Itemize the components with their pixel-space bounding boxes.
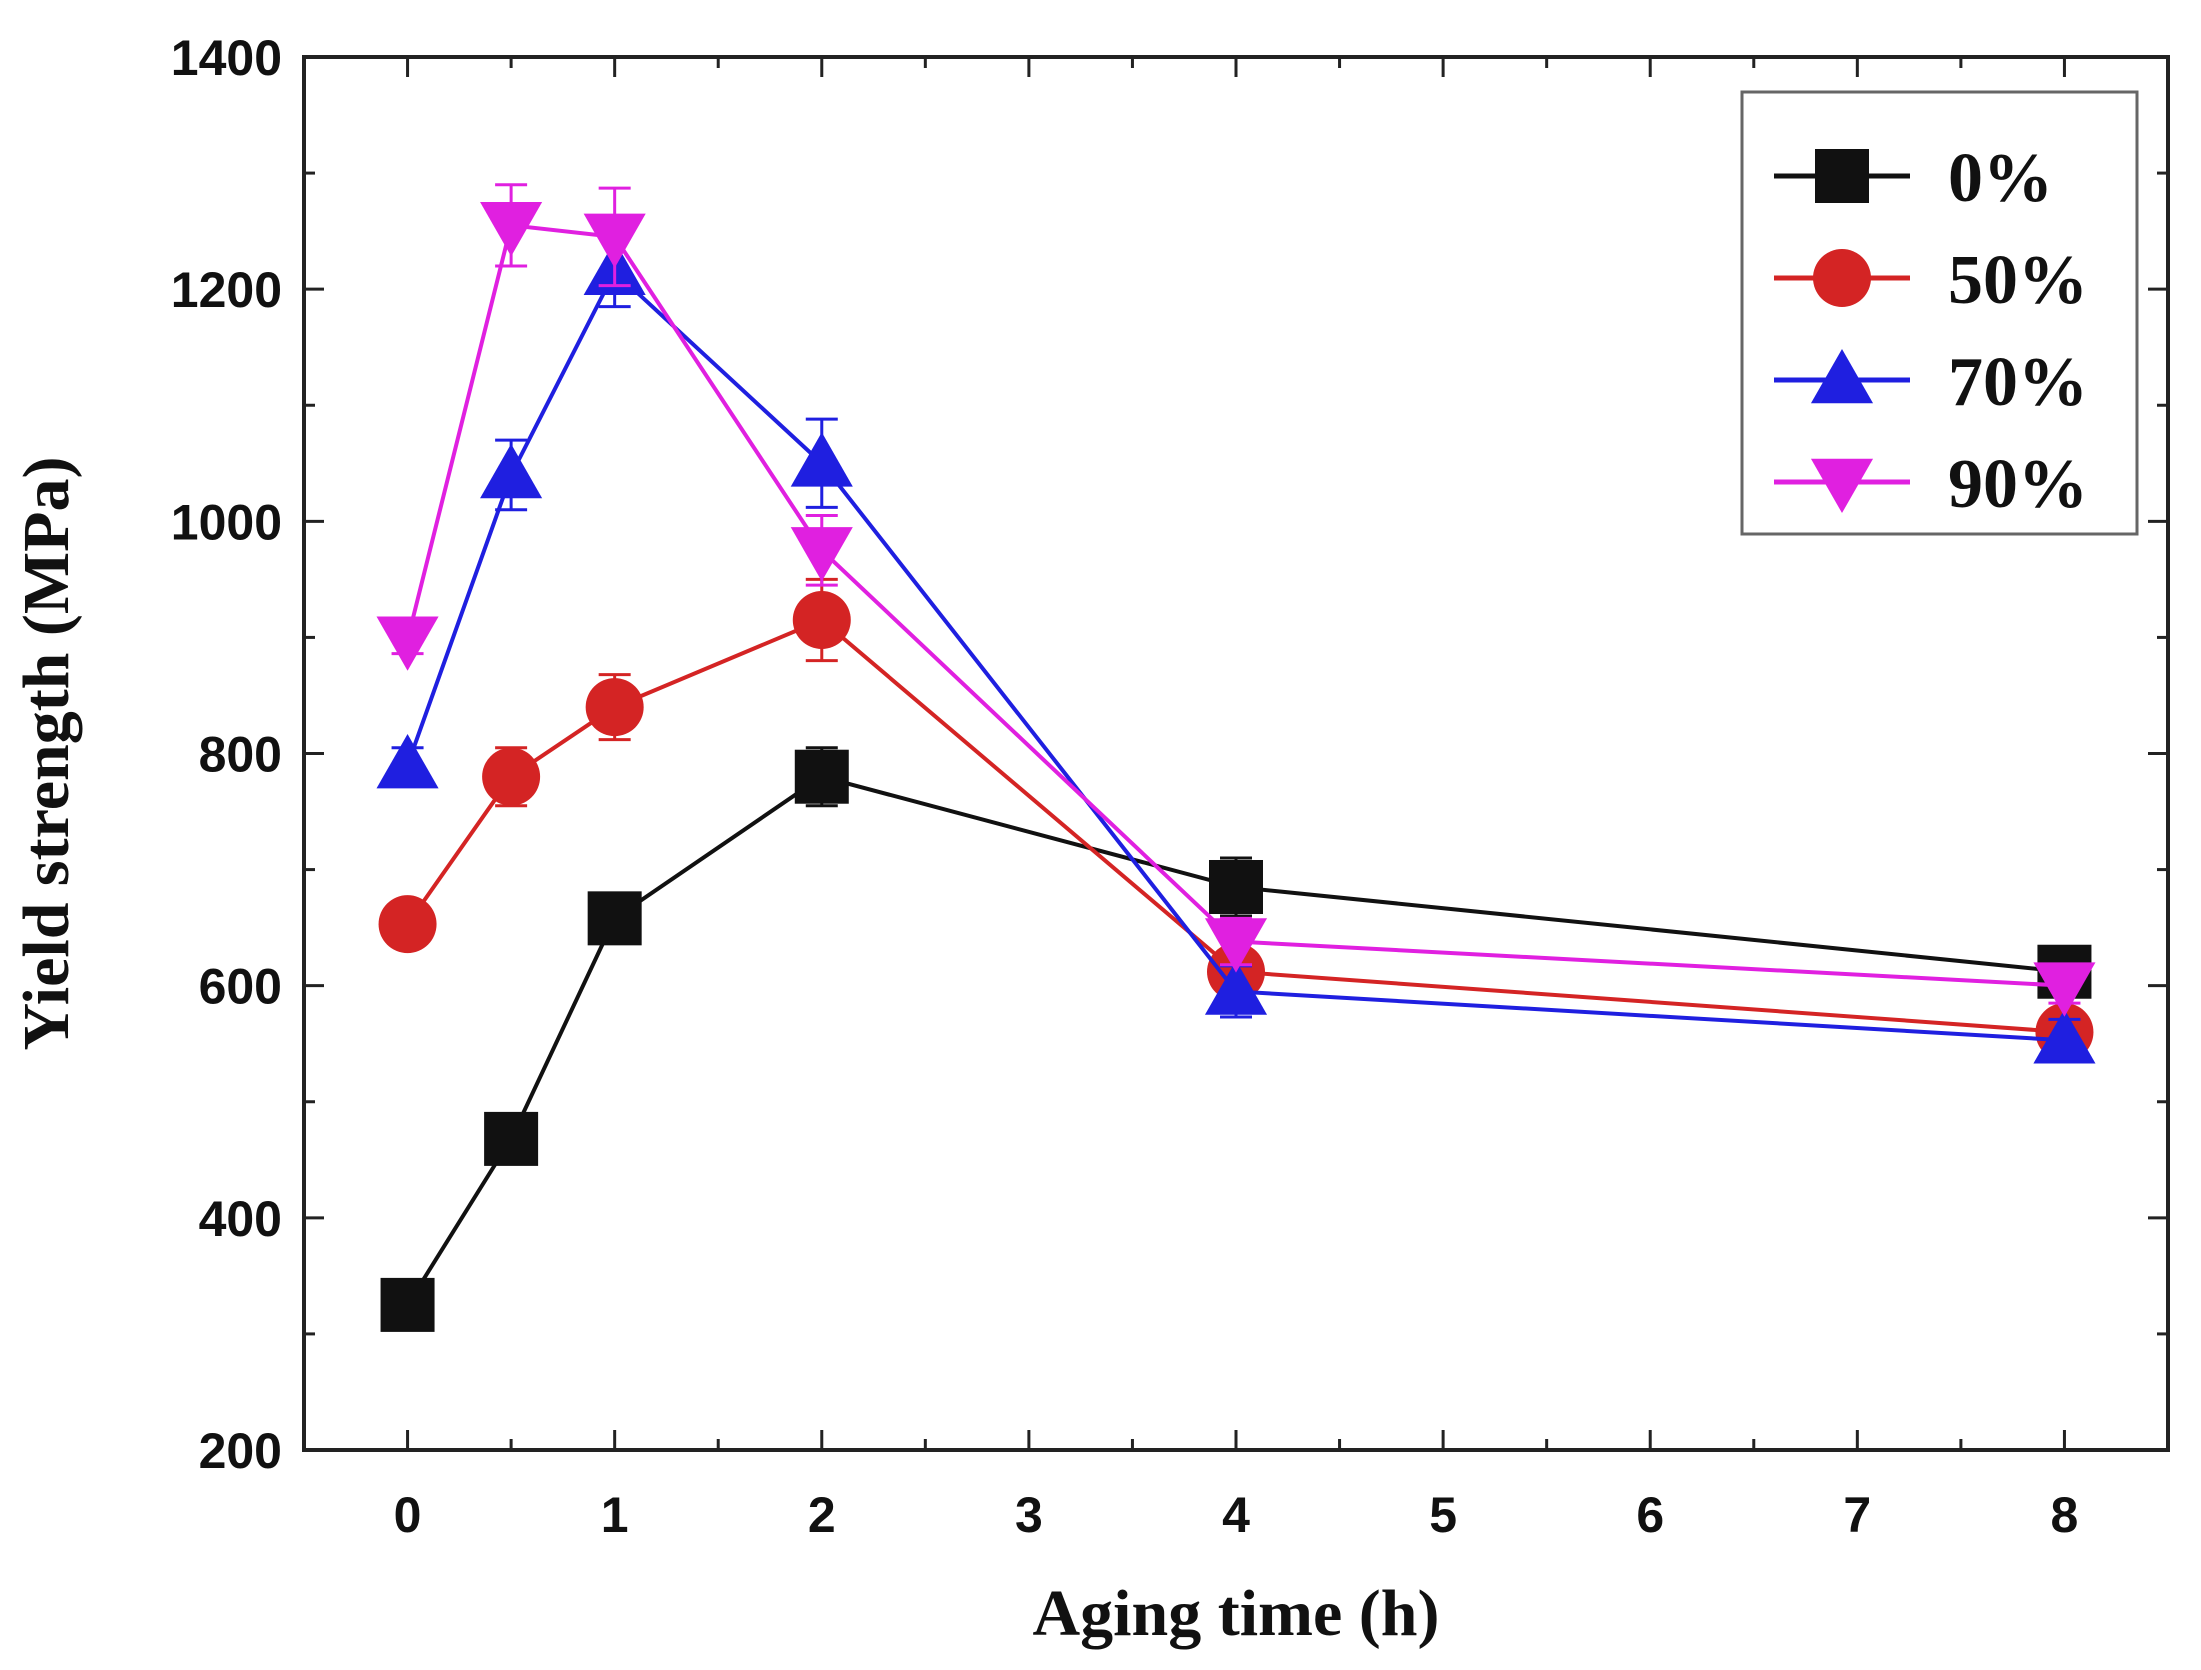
y-tick-label: 600 [199,959,282,1015]
data-point [380,1277,435,1332]
data-point [583,213,646,268]
data-point [480,202,543,257]
data-point [1209,859,1263,914]
legend-label: 0% [1948,140,2053,217]
data-point [790,527,853,582]
legend-label: 70% [1948,344,2088,421]
x-tick-label: 8 [2051,1487,2079,1543]
data-point [376,734,439,789]
legend-label: 90% [1948,446,2088,523]
data-point [378,895,437,954]
data-point [480,443,543,499]
legend-label: 50% [1948,242,2088,319]
tick-labels: 0 1 2 3 4 5 6 7 8 200 400 600 800 1000 1200 1400 [171,30,2079,1543]
series-line [405,268,2065,1043]
y-axis-title: Yield strength (MPa) [10,457,83,1051]
series-line [405,223,2065,988]
y-tick-label: 200 [199,1423,282,1479]
legend-marker [1813,249,1871,307]
plot-frame [302,55,2170,1452]
legend-marker [1815,149,1869,203]
data-point [792,591,851,650]
x-tick-label: 5 [1429,1487,1457,1543]
legend-marker [1810,458,1874,514]
y-tick-label: 800 [199,727,282,783]
x-tick-label: 1 [601,1487,629,1543]
y-tick-label: 400 [199,1191,282,1247]
series-3 [376,183,2096,1017]
legend-box [1740,90,2139,536]
data-point [794,749,849,804]
legend-marker [1810,348,1874,404]
data-point [376,616,439,671]
series-line [405,617,2065,1035]
series-line [405,774,2065,1306]
y-tick-label: 1000 [171,494,282,550]
data-point [790,432,853,487]
data-point [587,891,642,946]
x-tick-label: 3 [1015,1487,1043,1543]
data-point [585,678,644,737]
y-tick-label: 1400 [171,30,282,86]
data-point [2033,1009,2096,1064]
x-tick-label: 2 [808,1487,836,1543]
x-tick-label: 7 [1843,1487,1871,1543]
data-point [1204,960,1268,1015]
x-tick-label: 6 [1636,1487,1664,1543]
series-layer [376,183,2096,1332]
series-0 [380,746,2092,1332]
series-2 [376,235,2096,1064]
x-axis-title: Aging time (h) [1033,1577,1440,1650]
y-tick-label: 1200 [171,262,282,318]
data-point [482,747,541,806]
x-tick-label: 0 [394,1487,422,1543]
x-tick-label: 4 [1222,1487,1250,1543]
data-point [484,1111,539,1166]
data-point [2033,962,2096,1017]
legend: 0% 50% 70% 90% [1740,90,2139,536]
data-point [1204,918,1268,973]
